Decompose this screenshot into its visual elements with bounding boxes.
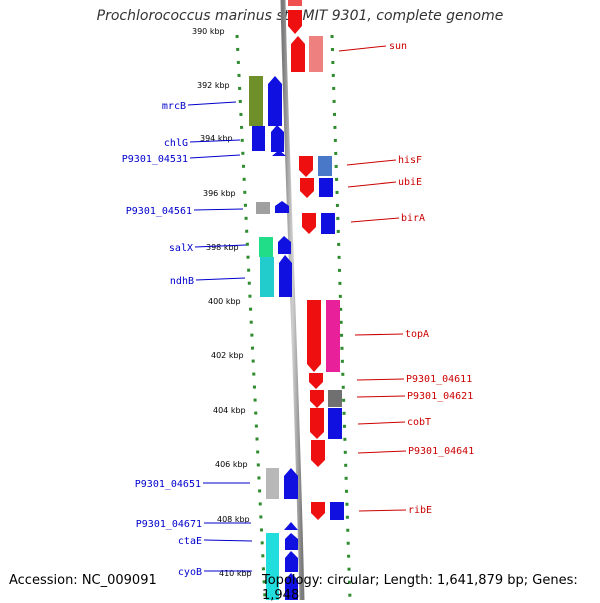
connector: [189, 154, 241, 159]
gene-block[interactable]: [330, 502, 344, 520]
gene-arrow[interactable]: [278, 236, 291, 254]
gene-block[interactable]: [326, 300, 340, 372]
connector: [347, 181, 397, 188]
gene-label[interactable]: P9301_04531: [122, 154, 188, 165]
gene-label[interactable]: P9301_04641: [408, 446, 474, 457]
gene-arrow[interactable]: [268, 76, 282, 126]
gene-arrow[interactable]: [284, 522, 298, 530]
connector: [354, 333, 404, 336]
gene-arrow[interactable]: [288, 10, 302, 34]
gene-arrow[interactable]: [285, 573, 298, 600]
gene-arrow[interactable]: [310, 408, 324, 439]
right-genes: [288, 0, 344, 520]
gene-arrow[interactable]: [291, 36, 305, 72]
gene-label[interactable]: ubiE: [398, 177, 422, 188]
gene-label[interactable]: P9301_04561: [126, 206, 192, 217]
gene-arrow[interactable]: [310, 390, 324, 408]
gene-arrow[interactable]: [307, 300, 321, 372]
gene-arrow[interactable]: [285, 551, 298, 572]
genome-backbone: [280, 0, 305, 600]
connector: [350, 217, 400, 223]
gene-arrow[interactable]: [275, 201, 289, 213]
gene-label[interactable]: ctaE: [178, 536, 202, 547]
connector: [189, 139, 241, 143]
gene-block[interactable]: [319, 178, 333, 197]
right-gene-labels: sun hisF ubiE birA topA P9301_04611 P930…: [389, 41, 474, 516]
kbp-tick-label: 398 kbp: [206, 243, 239, 252]
gene-block[interactable]: [288, 0, 302, 6]
connector: [338, 45, 387, 52]
kbp-tick-label: 396 kbp: [203, 189, 236, 198]
gene-block[interactable]: [266, 468, 279, 499]
gene-label[interactable]: mrcB: [162, 101, 186, 112]
connector: [358, 509, 407, 512]
gene-label[interactable]: sun: [389, 41, 407, 52]
gene-arrow[interactable]: [285, 533, 298, 550]
kbp-tick-label: 410 kbp: [219, 569, 252, 578]
gene-block[interactable]: [259, 237, 273, 257]
left-gene-labels: mrcB chlG P9301_04531 P9301_04561 salX n…: [122, 101, 202, 578]
connector: [356, 378, 405, 381]
gene-arrow[interactable]: [300, 178, 314, 198]
gene-label[interactable]: P9301_04671: [136, 519, 202, 530]
summary-text: Topology: circular; Length: 1,641,879 bp…: [262, 573, 578, 603]
connector: [195, 277, 246, 281]
gene-block[interactable]: [321, 213, 335, 234]
gene-arrow[interactable]: [271, 125, 284, 152]
gene-block[interactable]: [252, 126, 265, 151]
gene-label[interactable]: P9301_04651: [135, 479, 201, 490]
gene-label[interactable]: hisF: [398, 155, 422, 166]
gene-label[interactable]: salX: [169, 243, 193, 254]
connector: [194, 244, 247, 248]
kbp-tick-label: 394 kbp: [200, 134, 233, 143]
kbp-tick-label: 406 kbp: [215, 460, 248, 469]
gene-block[interactable]: [309, 36, 323, 72]
gene-arrow[interactable]: [311, 502, 325, 520]
gene-block[interactable]: [266, 533, 279, 600]
gene-block[interactable]: [328, 408, 342, 439]
gene-label[interactable]: P9301_04611: [406, 374, 472, 385]
gene-arrow[interactable]: [299, 156, 313, 177]
gene-arrow[interactable]: [279, 255, 292, 297]
kbp-tick-label: 402 kbp: [211, 351, 244, 360]
kbp-tick-label: 408 kbp: [217, 515, 250, 524]
gene-block[interactable]: [249, 76, 263, 126]
kbp-tick-label: 392 kbp: [197, 81, 230, 90]
gene-label[interactable]: chlG: [164, 138, 188, 149]
left-connectors: [187, 101, 253, 572]
gene-block[interactable]: [260, 257, 274, 297]
connector: [187, 101, 237, 106]
gene-block[interactable]: [256, 202, 270, 214]
gene-label[interactable]: ndhB: [170, 276, 194, 287]
gene-label[interactable]: ribE: [408, 505, 432, 516]
kbp-tick-label: 400 kbp: [208, 297, 241, 306]
gene-label[interactable]: cobT: [407, 417, 431, 428]
gene-label[interactable]: birA: [401, 213, 425, 224]
gene-arrow[interactable]: [272, 150, 286, 156]
gene-label[interactable]: P9301_04621: [407, 391, 473, 402]
gene-arrow[interactable]: [309, 373, 323, 389]
connector: [346, 159, 397, 166]
right-connectors: [338, 45, 407, 512]
gene-label[interactable]: topA: [405, 329, 429, 340]
gene-arrow[interactable]: [302, 213, 316, 234]
connector: [356, 395, 406, 398]
connector: [193, 208, 244, 211]
gene-label[interactable]: cyoB: [178, 567, 202, 578]
left-genes: [249, 76, 298, 600]
kbp-tick-label: 404 kbp: [213, 406, 246, 415]
gene-arrow[interactable]: [311, 440, 325, 467]
kbp-scale: 390 kbp 392 kbp 394 kbp 396 kbp 398 kbp …: [192, 27, 252, 578]
gene-block[interactable]: [328, 390, 342, 407]
accession-text: Accession: NC_009091: [9, 573, 157, 588]
connector: [357, 421, 406, 425]
gene-arrow[interactable]: [284, 468, 298, 499]
gene-block[interactable]: [318, 156, 332, 176]
kbp-tick-label: 390 kbp: [192, 27, 225, 36]
connector: [357, 450, 407, 454]
connector: [203, 539, 253, 542]
